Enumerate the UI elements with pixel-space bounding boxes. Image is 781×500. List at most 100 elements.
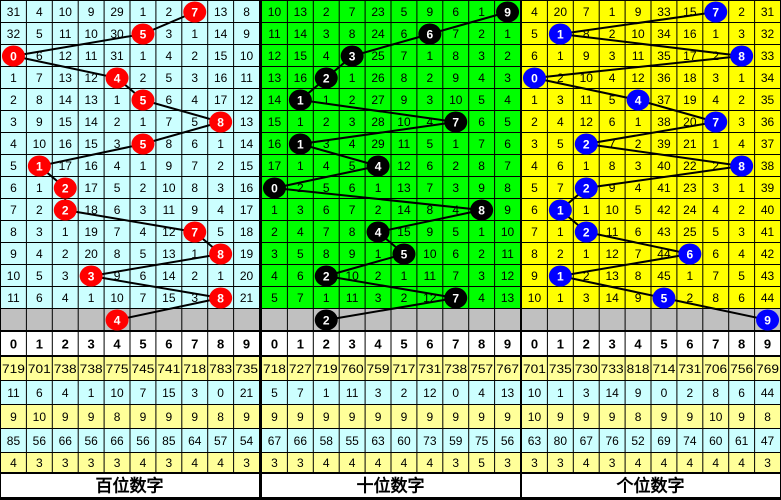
grid-cell (208, 23, 234, 44)
stat-value: 55 (345, 434, 359, 448)
omission-value: 1 (609, 5, 616, 19)
grid-cell (130, 45, 156, 66)
grid-cell (522, 133, 547, 154)
draw-ball (704, 1, 728, 23)
digit-header-cell (391, 332, 417, 355)
grid-cell (729, 199, 755, 220)
grid-cell (625, 45, 651, 66)
omission-value: 10 (397, 115, 411, 129)
current-omission-row-cell (339, 381, 365, 404)
omission-value: 43 (657, 225, 671, 239)
omission-value: 6 (114, 203, 121, 217)
grid-cell (599, 177, 625, 198)
grid-cell (104, 287, 130, 308)
digit-header: 0 (10, 337, 17, 352)
digit-header: 7 (191, 337, 198, 352)
draw-ball (27, 155, 51, 177)
grid-cell (130, 243, 156, 264)
grid-cell (339, 221, 365, 242)
grid-cell (417, 133, 443, 154)
digit-header-cell (547, 332, 573, 355)
grid-cell (729, 221, 755, 242)
grid-cell (443, 265, 469, 286)
draw-digit: 8 (217, 292, 224, 306)
grid-cell (130, 67, 156, 88)
omission-value: 3 (114, 137, 121, 151)
stat-value: 3 (583, 386, 590, 400)
stat-value: 63 (528, 434, 542, 448)
current-row-cell (52, 309, 78, 330)
grid-cell (52, 89, 78, 110)
stat-value: 4 (427, 456, 434, 470)
grid-cell (677, 199, 703, 220)
digit-header-cell (469, 332, 495, 355)
grid-cell (443, 1, 469, 22)
digit-header-cell (78, 332, 104, 355)
grid-cell (573, 1, 599, 22)
avg-stat-row-cell (130, 429, 156, 452)
repeat-stat-row-cell (339, 453, 365, 472)
grid-cell (104, 199, 130, 220)
grid-cell (130, 265, 156, 286)
current-row-cell (1, 309, 26, 330)
digit-header: 6 (426, 337, 433, 352)
grid-cell (417, 67, 443, 88)
avg-stat-row-cell (495, 429, 520, 452)
grid-cell (573, 111, 599, 132)
stat-value: 56 (136, 434, 150, 448)
stat-value: 4 (191, 456, 198, 470)
draw-digit: 1 (557, 204, 564, 218)
grid-cell (522, 287, 547, 308)
omission-value: 7 (504, 159, 511, 173)
current-row-cell (677, 309, 703, 330)
draw-digit: 8 (738, 50, 745, 64)
stat-value: 701 (523, 362, 546, 376)
omission-value: 1 (427, 49, 434, 63)
grid-cell (313, 111, 339, 132)
repeat-stat-row-cell (573, 453, 599, 472)
grid-cell (52, 45, 78, 66)
stat-value: 15 (162, 386, 176, 400)
max-omission-row-cell (130, 405, 156, 428)
omission-value: 28 (371, 115, 385, 129)
grid-cell (469, 67, 495, 88)
grid-cell (625, 199, 651, 220)
omission-value: 11 (268, 27, 281, 41)
omission-value: 11 (580, 93, 593, 107)
draw-digit: 1 (297, 138, 304, 152)
omission-value: 1 (323, 291, 330, 305)
draw-digit: 5 (140, 94, 147, 108)
grid-cell (234, 89, 259, 110)
omission-value: 14 (214, 27, 228, 41)
omission-value: 8 (114, 247, 121, 261)
stat-value: 718 (183, 362, 206, 376)
grid-cell (417, 1, 443, 22)
grid-cell (104, 243, 130, 264)
draw-ball (548, 265, 572, 287)
omission-value: 7 (609, 137, 616, 151)
omission-value: 3 (712, 181, 719, 195)
grid-cell (599, 287, 625, 308)
draw-digit: 4 (375, 226, 382, 240)
omission-value: 6 (166, 93, 173, 107)
grid-cell (130, 177, 156, 198)
grid-cell (339, 89, 365, 110)
omission-value: 1 (191, 27, 198, 41)
stat-value: 9 (427, 410, 434, 424)
grid-cell (339, 243, 365, 264)
grid-cell (651, 67, 677, 88)
grid-cell (755, 133, 780, 154)
omission-value: 12 (501, 269, 515, 283)
grid-cell (547, 45, 573, 66)
omission-value: 9 (88, 5, 95, 19)
grid-cell (234, 287, 259, 308)
grid-cell (130, 199, 156, 220)
grid-cell (287, 111, 313, 132)
grid-cell (1, 23, 26, 44)
current-row-cell (26, 309, 52, 330)
omission-value: 8 (531, 247, 538, 261)
omission-value: 38 (657, 115, 671, 129)
grid-cell (391, 221, 417, 242)
stat-value: 2 (687, 386, 694, 400)
